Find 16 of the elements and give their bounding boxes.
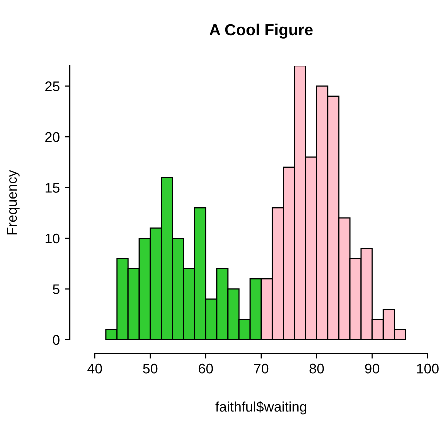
x-tick-label: 50 (143, 364, 158, 374)
y-tick-label: 15 (46, 183, 60, 193)
x-tick-label: 40 (88, 364, 102, 374)
y-tick-label: 10 (46, 234, 60, 244)
y-tick-label: 20 (46, 132, 60, 142)
chart-title: A Cool Figure (210, 24, 313, 39)
x-axis-title: faithful$waiting (216, 402, 306, 415)
x-tick-label: 90 (365, 364, 380, 374)
x-tick-label: 70 (254, 364, 269, 374)
y-axis-title: Frequency (7, 170, 20, 235)
x-tick-label: 100 (417, 364, 439, 374)
y-tick-label: 25 (46, 82, 60, 92)
x-tick-label: 60 (198, 364, 214, 374)
y-tick-label: 0 (53, 335, 60, 346)
y-tick-label: 5 (53, 284, 60, 294)
x-tick-label: 80 (310, 364, 324, 374)
